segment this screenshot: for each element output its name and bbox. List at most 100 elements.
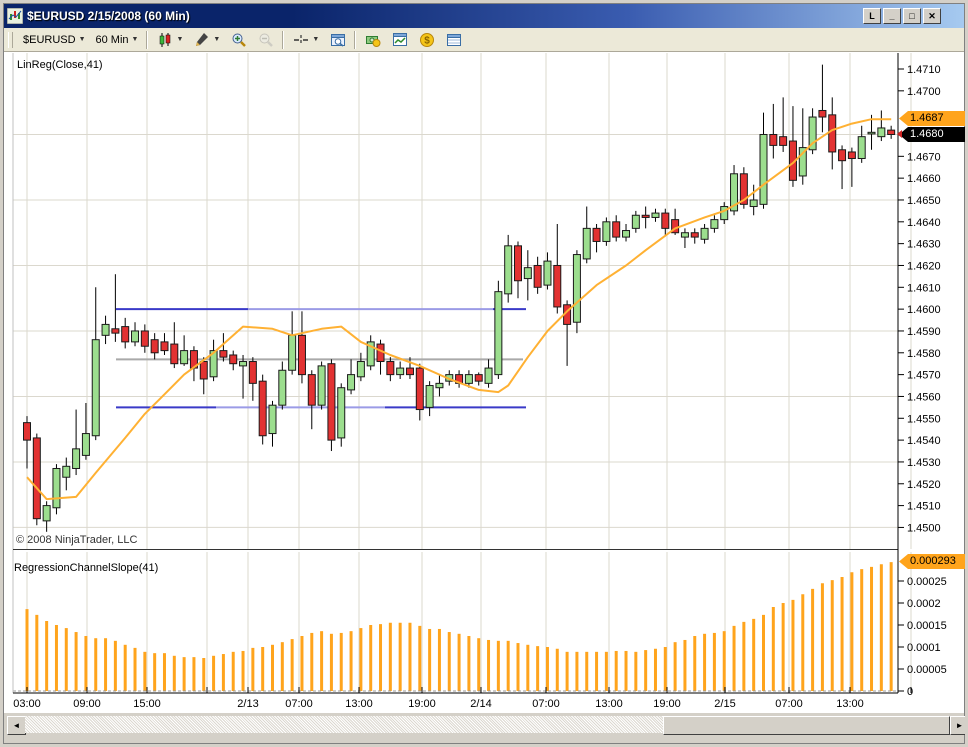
maximize-button[interactable]: □ bbox=[903, 8, 921, 24]
plot-frame bbox=[12, 53, 899, 694]
chevron-down-icon: ▼ bbox=[213, 36, 221, 43]
slope-panel-indicator-label: RegressionChannelSlope(41) bbox=[14, 562, 159, 574]
svg-text:0.00015: 0.00015 bbox=[907, 620, 947, 632]
horizontal-scrollbar: ◄ ► bbox=[4, 713, 965, 743]
toolbar-separator bbox=[282, 30, 285, 49]
chevron-down-icon: ▼ bbox=[176, 36, 184, 43]
svg-text:1.4580: 1.4580 bbox=[907, 348, 941, 360]
region-zoom-button[interactable] bbox=[324, 29, 351, 50]
instrument-label: $EURUSD bbox=[23, 33, 76, 46]
svg-text:07:00: 07:00 bbox=[775, 698, 803, 710]
zoom-in-button[interactable] bbox=[225, 29, 252, 50]
svg-text:2/14: 2/14 bbox=[470, 698, 491, 710]
price-axis: 1.4710 1.4700 1.4670 1.4660 1.4650 1.4640 1.46… bbox=[898, 64, 941, 534]
draw-icon bbox=[193, 31, 210, 48]
svg-text:13:00: 13:00 bbox=[595, 698, 623, 710]
window-title: $EURUSD 2/15/2008 (60 Min) bbox=[27, 9, 190, 23]
interval-selector[interactable]: 60 Min ▼ bbox=[91, 32, 144, 48]
last-price-badge: 1.4680 bbox=[899, 127, 965, 142]
interval-label: 60 Min bbox=[95, 33, 129, 46]
svg-text:0.00005: 0.00005 bbox=[907, 664, 947, 676]
toolbar-separator bbox=[146, 30, 149, 49]
svg-text:1.4590: 1.4590 bbox=[907, 326, 941, 338]
svg-text:13:00: 13:00 bbox=[345, 698, 373, 710]
svg-text:15:00: 15:00 bbox=[133, 698, 161, 710]
title-bar[interactable]: $EURUSD 2/15/2008 (60 Min) L _ □ ✕ bbox=[4, 4, 964, 28]
svg-text:1.4600: 1.4600 bbox=[907, 304, 941, 316]
data-grid-button[interactable] bbox=[440, 29, 467, 50]
linreg-ma-line bbox=[26, 118, 892, 501]
scroll-right-button[interactable]: ► bbox=[950, 716, 965, 735]
price-panel-indicator-label: LinReg(Close,41) bbox=[17, 59, 103, 71]
bar-type-icon bbox=[156, 31, 173, 48]
instrument-selector[interactable]: $EURUSD ▼ bbox=[18, 32, 91, 48]
chart-window-button[interactable] bbox=[386, 29, 413, 50]
data-grid-icon bbox=[445, 31, 462, 48]
crosshair-button[interactable]: ▼ bbox=[287, 29, 324, 50]
dollar-coin-icon: $ bbox=[418, 31, 435, 48]
close-button[interactable]: ✕ bbox=[923, 8, 941, 24]
svg-text:1.4620: 1.4620 bbox=[907, 260, 941, 272]
svg-text:1.4640: 1.4640 bbox=[907, 217, 941, 229]
svg-text:1.4550: 1.4550 bbox=[907, 413, 941, 425]
slope-axis: 0.00025 0.0002 0.00015 0.0001 0.00005 0 bbox=[898, 576, 947, 698]
bar-type-button[interactable]: ▼ bbox=[151, 29, 188, 50]
svg-text:1.4660: 1.4660 bbox=[907, 173, 941, 185]
crosshair-icon bbox=[292, 31, 309, 48]
svg-text:07:00: 07:00 bbox=[285, 698, 313, 710]
zoom-out-icon bbox=[257, 31, 274, 48]
svg-text:19:00: 19:00 bbox=[408, 698, 436, 710]
region-zoom-icon bbox=[329, 31, 346, 48]
minimize-button[interactable]: _ bbox=[883, 8, 901, 24]
draw-button[interactable]: ▼ bbox=[188, 29, 225, 50]
candlesticks bbox=[23, 64, 896, 532]
svg-text:09:00: 09:00 bbox=[73, 698, 101, 710]
svg-text:1.4630: 1.4630 bbox=[907, 239, 941, 251]
order-entry-icon bbox=[364, 31, 381, 48]
svg-text:1.4510: 1.4510 bbox=[907, 501, 941, 513]
toolbar-separator bbox=[354, 30, 357, 49]
svg-text:1.4560: 1.4560 bbox=[907, 391, 941, 403]
svg-text:2/15: 2/15 bbox=[714, 698, 735, 710]
price-chart-canvas[interactable]: 1.4710 1.4700 1.4670 1.4660 1.4650 1.4640 1.46… bbox=[3, 3, 968, 747]
svg-text:19:00: 19:00 bbox=[653, 698, 681, 710]
svg-text:1.4540: 1.4540 bbox=[907, 435, 941, 447]
slope-histogram bbox=[25, 562, 893, 691]
gridlines bbox=[13, 53, 912, 691]
scroll-left-button[interactable]: ◄ bbox=[7, 716, 26, 735]
zoom-out-button[interactable] bbox=[252, 29, 279, 50]
chart-toolbar: $EURUSD ▼ 60 Min ▼ ▼ ▼ bbox=[4, 28, 964, 52]
copyright-watermark: © 2008 NinjaTrader, LLC bbox=[16, 534, 138, 546]
svg-text:1.4500: 1.4500 bbox=[907, 522, 941, 534]
chart-window-icon bbox=[391, 31, 408, 48]
chevron-down-icon: ▼ bbox=[312, 36, 320, 43]
order-entry-button[interactable] bbox=[359, 29, 386, 50]
zoom-in-icon bbox=[230, 31, 247, 48]
scrollbar-thumb[interactable] bbox=[663, 716, 950, 735]
svg-text:2/13: 2/13 bbox=[237, 698, 258, 710]
dollar-coin-button[interactable]: $ bbox=[413, 29, 440, 50]
svg-text:07:00: 07:00 bbox=[532, 698, 560, 710]
time-axis: 03:00 09:00 15:00 2/13 07:00 13:00 19:00 2/14 07… bbox=[13, 687, 912, 710]
app-icon bbox=[7, 8, 23, 24]
svg-text:0.0002: 0.0002 bbox=[907, 598, 941, 610]
svg-text:1.4710: 1.4710 bbox=[907, 64, 941, 76]
chevron-down-icon: ▼ bbox=[131, 36, 139, 43]
down-tick-icon bbox=[897, 130, 902, 138]
chevron-down-icon: ▼ bbox=[78, 36, 86, 43]
svg-text:13:00: 13:00 bbox=[836, 698, 864, 710]
svg-text:1.4700: 1.4700 bbox=[907, 86, 941, 98]
svg-text:1.4670: 1.4670 bbox=[907, 151, 941, 163]
svg-text:03:00: 03:00 bbox=[13, 698, 41, 710]
svg-text:0: 0 bbox=[907, 686, 913, 698]
slope-value-badge: 0.000293 bbox=[899, 554, 965, 569]
svg-text:1.4650: 1.4650 bbox=[907, 195, 941, 207]
svg-text:0.0001: 0.0001 bbox=[907, 642, 941, 654]
svg-text:1.4520: 1.4520 bbox=[907, 479, 941, 491]
svg-text:1.4610: 1.4610 bbox=[907, 282, 941, 294]
svg-text:$: $ bbox=[424, 35, 430, 46]
pin-button[interactable]: L bbox=[863, 8, 881, 24]
toolbar-grip[interactable] bbox=[8, 31, 13, 48]
svg-text:0.00025: 0.00025 bbox=[907, 576, 947, 588]
